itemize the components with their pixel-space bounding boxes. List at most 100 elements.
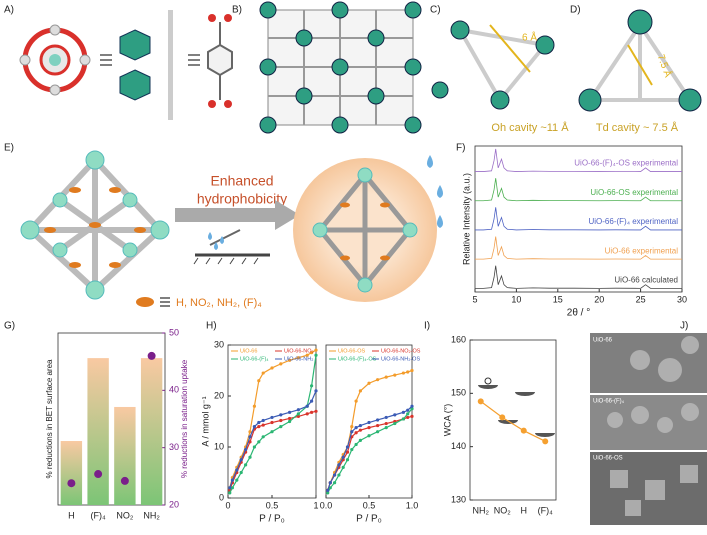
marker	[376, 418, 380, 422]
marker	[310, 399, 314, 403]
dot	[94, 470, 103, 479]
marker	[345, 450, 350, 454]
marker	[376, 423, 380, 428]
marker	[333, 473, 337, 477]
marker	[239, 458, 243, 462]
marker	[337, 463, 341, 467]
marker	[350, 447, 354, 452]
cavity-label: Oh cavity ~11 Å	[491, 121, 569, 134]
marker	[358, 423, 362, 428]
plot-frame	[469, 339, 557, 501]
series-line	[480, 400, 546, 442]
marker	[326, 488, 330, 492]
x-tick-label: NH₂	[473, 505, 490, 515]
y-tick-label: 160	[451, 334, 466, 344]
marker	[261, 435, 265, 439]
series-line	[327, 369, 413, 491]
marker	[354, 442, 358, 447]
hydrophobicity-illustration: Enhanced hydrophobicity H, NO₂, NH₂, (F)…	[20, 150, 443, 309]
marker	[328, 481, 332, 485]
marker	[270, 366, 274, 370]
marker	[244, 447, 248, 452]
marker	[410, 368, 414, 373]
marker	[354, 399, 358, 403]
marker	[296, 412, 300, 416]
marker	[257, 425, 261, 429]
sem-label: UiO-66	[593, 338, 613, 344]
series-label: UiO-66 calculated	[614, 275, 678, 284]
annotation: hydrophobicity	[197, 191, 287, 207]
legend-label: UiO-66-OS	[338, 348, 366, 354]
y-axis-label: WCA (°)	[442, 404, 452, 437]
marker	[410, 414, 414, 418]
panel-label: D)	[570, 5, 581, 16]
x-tick-label: 10	[511, 294, 521, 304]
series-line	[475, 207, 682, 231]
legend-label: UiO-66-NO₂-OS	[381, 348, 421, 354]
marker	[314, 389, 318, 393]
marker	[341, 455, 345, 459]
x-tick-label: 0.5	[363, 500, 376, 510]
marker	[354, 426, 358, 430]
marker	[314, 348, 318, 352]
panel-label: I)	[424, 321, 430, 332]
marker	[288, 419, 292, 424]
dot	[120, 476, 129, 485]
panel-label: B)	[232, 5, 242, 16]
x-tick-label: 5	[472, 294, 477, 304]
dot	[67, 479, 76, 488]
series-label: UiO-66 experimental	[605, 246, 679, 255]
bar	[60, 441, 83, 505]
marker	[410, 404, 414, 408]
marker	[314, 409, 318, 413]
marker	[358, 438, 362, 442]
plot-frame	[57, 332, 166, 506]
x-tick-label: (F)₄	[91, 510, 106, 520]
marker	[310, 384, 314, 388]
marker	[477, 398, 484, 405]
marker	[230, 486, 234, 490]
marker	[520, 427, 527, 434]
y2-tick-label: 50	[169, 327, 179, 337]
x-tick-label: 1.0	[406, 500, 419, 510]
marker	[270, 420, 274, 425]
marker	[358, 389, 362, 393]
y-tick-label: 130	[451, 494, 466, 504]
x-tick-label: 0.5	[266, 500, 279, 510]
legend-label: UiO-66-NH₂	[284, 356, 313, 362]
marker	[296, 356, 300, 360]
marker	[248, 430, 252, 434]
marker	[393, 373, 397, 377]
distance-label: 7.5 Å	[655, 52, 675, 79]
x-tick-label: 25	[636, 294, 646, 304]
marker	[358, 428, 362, 432]
marker	[337, 473, 341, 477]
marker	[406, 415, 410, 420]
marker	[230, 478, 234, 482]
marker	[270, 415, 274, 420]
panel-label: J)	[680, 321, 688, 332]
legend-label: UiO-66	[240, 348, 257, 354]
x-tick-label: NO₂	[494, 505, 512, 515]
marker	[384, 375, 388, 379]
marker	[401, 410, 405, 414]
marker	[261, 423, 265, 427]
y-axis-label: Relative Intensity (a.u.)	[461, 173, 471, 265]
marker	[376, 430, 380, 434]
marker	[305, 404, 309, 408]
legend-label: UiO-66-(F)₄-OS	[338, 356, 377, 362]
plot-frame	[474, 145, 683, 293]
panel-label: F)	[456, 143, 465, 154]
legend-label: UiO-66-NO₂	[284, 348, 314, 354]
marker	[288, 416, 292, 421]
marker	[345, 445, 350, 449]
x-axis-label: 2θ / °	[567, 308, 590, 319]
marker	[279, 418, 283, 423]
marker	[235, 478, 239, 482]
marker	[248, 455, 252, 459]
marker	[354, 431, 358, 435]
marker	[326, 491, 330, 495]
x-tick-label: H	[68, 510, 75, 520]
marker	[367, 420, 371, 425]
marker	[367, 426, 371, 430]
